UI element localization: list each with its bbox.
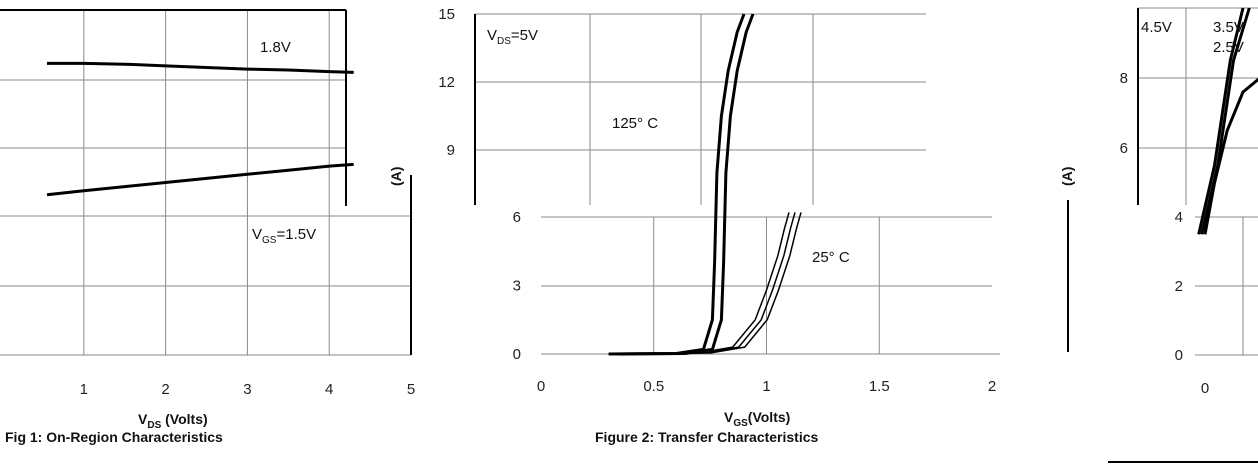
fig3-y-tick-6: 6 <box>1120 140 1128 157</box>
fig3-curves <box>1197 7 1258 235</box>
fig3-x-tick-0: 0 <box>1201 380 1209 397</box>
fig1-caption: Fig 1: On-Region Characteristics <box>5 429 223 445</box>
fig2-y-tick-lower-3: 3 <box>513 278 521 295</box>
fig2-x-tick-2: 2 <box>988 378 996 395</box>
fig2-y-tick-lower-0: 0 <box>513 346 521 363</box>
fig1-x-tick-4: 4 <box>325 381 333 398</box>
fig1-y-axis-fragment: (A) <box>388 167 404 186</box>
fig2-gridlines <box>475 13 1000 355</box>
fig3-series-1 <box>1200 7 1251 235</box>
fig1-label-1-8v: 1.8V <box>260 39 291 56</box>
fig3-label-2-5v: 2.5V <box>1213 39 1244 56</box>
fig3-y-tick-labels: 0 2 4 6 8 <box>1120 70 1183 364</box>
fig3-label-3-5v: 3.5V <box>1213 19 1244 36</box>
fig2-x-tick-1.5: 1.5 <box>869 378 890 395</box>
fig3-x-tick-labels: 0 <box>1201 380 1209 397</box>
fig2-y-tick-labels: 9 12 15 0 3 6 <box>438 6 521 363</box>
fig1-x-tick-1: 1 <box>80 381 88 398</box>
fig3-label-4-5v: 4.5V <box>1141 19 1172 36</box>
fig2-caption: Figure 2: Transfer Characteristics <box>595 429 819 445</box>
fig1-gridlines <box>0 10 411 356</box>
fig2-x-tick-0.5: 0.5 <box>643 378 664 395</box>
fig2-label-25c: 25° C <box>812 249 850 266</box>
fig1-series-1 <box>46 162 354 197</box>
fig1-label-vgs-1-5v: VGS=1.5V <box>252 226 316 246</box>
fig1-curves <box>46 61 354 197</box>
fig3-series-2 <box>1203 77 1258 235</box>
fig2-x-tick-0: 0 <box>537 378 545 395</box>
fig1-x-tick-2: 2 <box>161 381 169 398</box>
fig3-gridlines <box>1138 7 1258 356</box>
fig1-x-tick-5: 5 <box>407 381 415 398</box>
fig2-y-tick-upper-9: 9 <box>447 142 455 159</box>
fig2: 9 12 15 0 3 6 0 0.5 1 1.5 2 VDS=5V 125° C 25° C V… <box>438 6 1075 445</box>
fig2-x-axis-title: VGS(Volts) <box>724 409 790 429</box>
fig2-x-tick-labels: 0 0.5 1 1.5 2 <box>537 378 996 395</box>
fig3-y-tick-2: 2 <box>1175 278 1183 295</box>
fig1: 1 2 3 4 5 1.8V VGS=1.5V (A) VDS (Volts) Fig … <box>0 9 416 445</box>
fig2-y-tick-upper-15: 15 <box>438 6 455 23</box>
fig3-y-tick-0: 0 <box>1175 347 1183 364</box>
fig1-series-0 <box>47 61 354 74</box>
fig2-series-25c-line-1 <box>614 212 796 355</box>
fig2-y-tick-upper-12: 12 <box>438 74 455 91</box>
fig1-x-axis-title: VDS (Volts) <box>138 411 208 431</box>
fig2-y-axis-fragment: (A) <box>1059 167 1075 186</box>
fig3-y-tick-8: 8 <box>1120 70 1128 87</box>
fig2-series-25c-line-0 <box>608 212 790 355</box>
fig2-label-125c: 125° C <box>612 115 658 132</box>
fig2-x-tick-1: 1 <box>762 378 770 395</box>
fig3-series-0 <box>1197 7 1245 235</box>
fig3-y-tick-4: 4 <box>1175 209 1183 226</box>
fig2-series-125c-line-0 <box>608 13 746 356</box>
fig2-y-tick-lower-6: 6 <box>513 209 521 226</box>
fig3: 0 2 4 6 8 0 4.5V 3.5V 2.5V <box>1108 7 1258 463</box>
fig1-x-tick-3: 3 <box>243 381 251 398</box>
fig2-vds-annotation: VDS=5V <box>487 27 538 47</box>
fig2-series-25c-line-2 <box>620 212 802 355</box>
fig1-x-tick-labels: 1 2 3 4 5 <box>80 381 416 398</box>
fig2-curves <box>608 13 802 356</box>
fig2-series-125c-line-1 <box>617 13 755 356</box>
